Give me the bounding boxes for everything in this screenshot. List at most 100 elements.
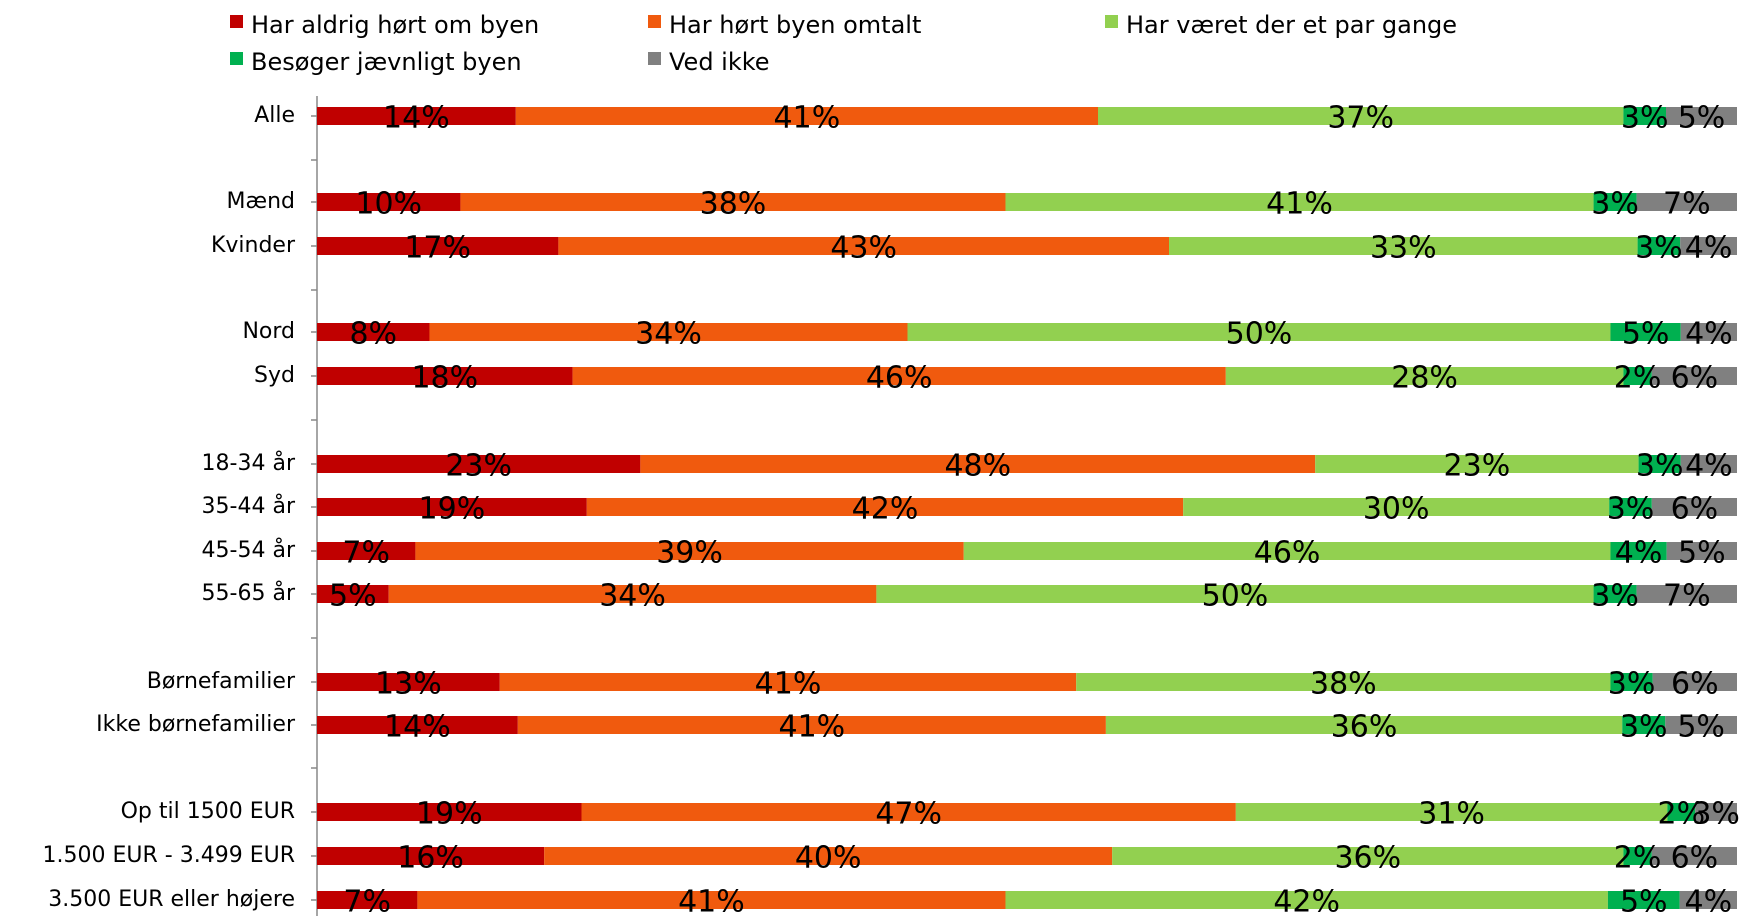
bar-segment — [1623, 847, 1652, 865]
legend-label: Har aldrig hørt om byen — [251, 11, 539, 39]
legend-item: Ved ikke — [648, 48, 770, 76]
data-label: 42% — [852, 492, 919, 527]
data-label: 46% — [1254, 536, 1321, 571]
category-label: 1.500 EUR - 3.499 EUR — [43, 843, 295, 868]
bar-segment — [1005, 193, 1594, 211]
bar-segment — [558, 237, 1169, 255]
legend-label: Har været der et par gange — [1126, 11, 1457, 39]
data-label: 7% — [1663, 187, 1711, 222]
category-label: 18-34 år — [202, 450, 296, 476]
category-label: Ikke børnefamilier — [96, 712, 296, 737]
legend-item: Besøger jævnligt byen — [230, 48, 522, 76]
category-label: 55-65 år — [202, 580, 296, 606]
data-label: 36% — [1334, 841, 1401, 876]
bar-segment — [515, 107, 1098, 125]
bar-segment — [1623, 367, 1652, 385]
legend-item: Har været der et par gange — [1105, 11, 1457, 39]
bars — [317, 107, 1737, 909]
data-label: 3% — [1620, 710, 1668, 745]
category-label: Mænd — [227, 189, 296, 214]
data-label: 43% — [830, 231, 897, 266]
data-label: 38% — [700, 187, 767, 222]
data-label: 6% — [1671, 361, 1719, 396]
data-label: 2% — [1614, 841, 1662, 876]
bar-segment — [388, 585, 877, 603]
bar-segment — [317, 107, 516, 125]
bar-segment — [1315, 455, 1639, 473]
legend-label: Har hørt byen omtalt — [669, 11, 921, 39]
bar-segment — [1593, 585, 1637, 603]
data-label: 41% — [774, 101, 841, 136]
data-label: 4% — [1685, 317, 1733, 352]
bar-segment — [317, 193, 461, 211]
bar-segment — [1169, 237, 1638, 255]
data-label: 38% — [1310, 667, 1377, 702]
bar-segment — [499, 673, 1077, 691]
bar-segment — [1076, 673, 1611, 691]
legend-item: Har hørt byen omtalt — [648, 11, 921, 39]
data-label: 23% — [1444, 449, 1511, 484]
bar-segment — [1666, 107, 1737, 125]
category-label: Kvinder — [211, 233, 296, 258]
bar-segment — [1622, 716, 1666, 734]
bar-segment — [581, 803, 1236, 821]
bar-segment — [1005, 891, 1608, 909]
bar-segment — [460, 193, 1006, 211]
data-label: 41% — [779, 710, 846, 745]
data-label: 7% — [343, 885, 391, 916]
category-label: Syd — [254, 363, 295, 388]
bar-segment — [415, 542, 964, 560]
bar-segment — [317, 323, 430, 341]
bar-segment — [1651, 367, 1737, 385]
category-label: 45-54 år — [202, 537, 296, 563]
bar-segment — [1651, 847, 1737, 865]
data-label: 41% — [678, 885, 745, 916]
legend-swatch — [1105, 15, 1118, 28]
bar-segment — [317, 498, 587, 516]
bar-segment — [1636, 193, 1737, 211]
data-label: 31% — [1418, 797, 1485, 832]
bar-segment — [1679, 891, 1737, 909]
data-label: 33% — [1370, 231, 1437, 266]
bar-segment — [1609, 498, 1652, 516]
data-label: 39% — [656, 536, 723, 571]
data-label: 3% — [1607, 492, 1655, 527]
data-label: 41% — [755, 667, 822, 702]
bar-segment — [1623, 107, 1666, 125]
bar-segment — [1610, 542, 1667, 560]
bar-segment — [963, 542, 1611, 560]
legend-label: Ved ikke — [669, 48, 770, 76]
bar-segment — [1636, 585, 1737, 603]
bar-segment — [1651, 498, 1737, 516]
bar-segment — [317, 716, 518, 734]
data-label: 4% — [1615, 536, 1663, 571]
data-label: 37% — [1327, 101, 1394, 136]
bar-segment — [317, 891, 418, 909]
data-label: 40% — [795, 841, 862, 876]
bar-segment — [1593, 193, 1637, 211]
data-label: 30% — [1363, 492, 1430, 527]
data-label: 34% — [635, 317, 702, 352]
data-label: 14% — [383, 101, 450, 136]
bar-segment — [429, 323, 908, 341]
data-label: 47% — [875, 797, 942, 832]
bar-segment — [1667, 803, 1696, 821]
data-label: 3% — [1621, 101, 1669, 136]
data-label: 3% — [1692, 797, 1740, 832]
data-label: 5% — [329, 579, 377, 614]
data-label: 3% — [1608, 667, 1656, 702]
data-label: 19% — [416, 797, 483, 832]
bar-segment — [907, 323, 1611, 341]
bar-segment — [317, 367, 573, 385]
data-label: 41% — [1266, 187, 1333, 222]
category-label: Alle — [254, 103, 295, 128]
data-label: 2% — [1614, 361, 1662, 396]
bar-segment — [1680, 237, 1737, 255]
bar-segment — [317, 237, 559, 255]
legend-item: Har aldrig hørt om byen — [230, 11, 539, 39]
data-label: 6% — [1671, 667, 1719, 702]
category-label: Nord — [242, 319, 295, 344]
bar-segment — [1638, 455, 1681, 473]
category-label: 35-44 år — [202, 493, 296, 519]
